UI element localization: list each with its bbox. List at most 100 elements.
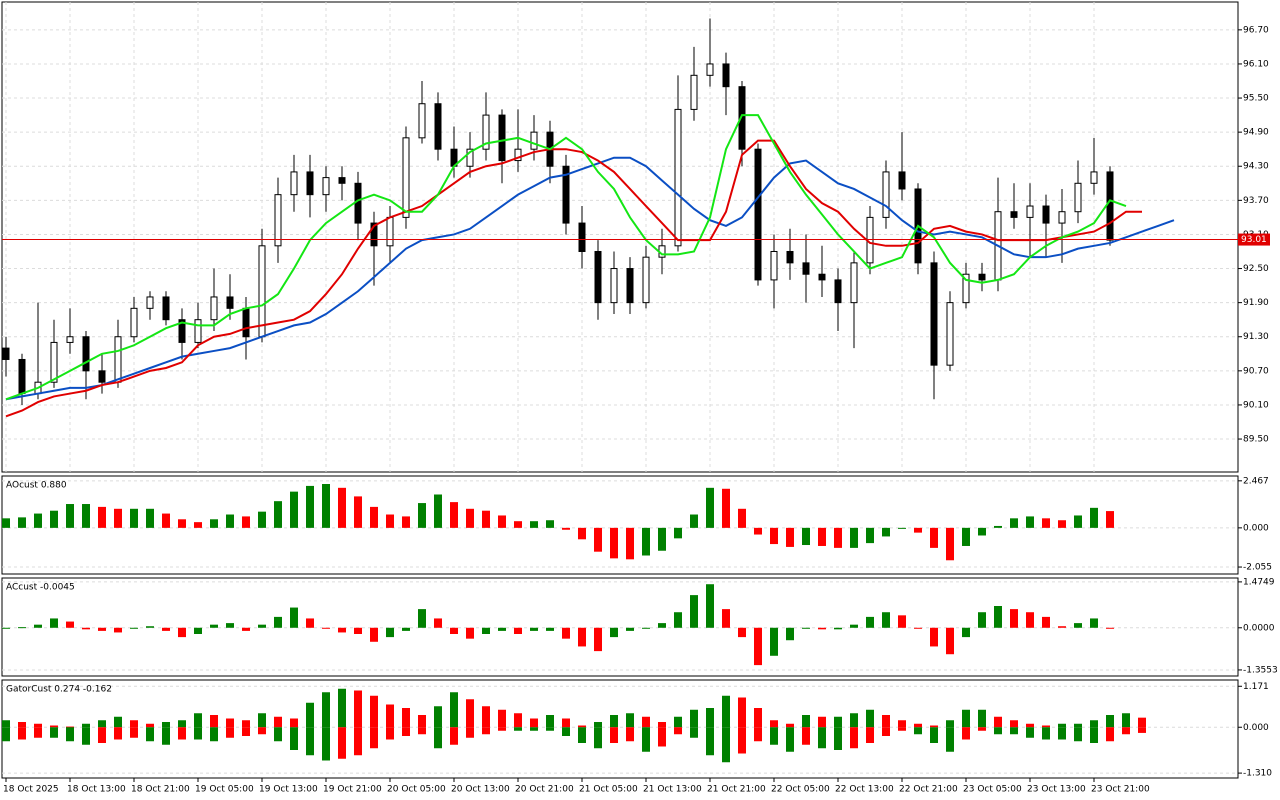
y-tick-label: 94.30: [1243, 162, 1269, 172]
histogram-bar: [1058, 727, 1066, 740]
histogram-bar: [578, 527, 586, 540]
histogram-bar: [322, 484, 330, 528]
histogram-bar: [674, 612, 682, 628]
candle-body: [1090, 171, 1098, 184]
y-tick-label: 90.70: [1243, 366, 1269, 376]
histogram-bar: [1090, 727, 1098, 743]
candle-body: [306, 171, 314, 196]
histogram-bar: [18, 517, 26, 528]
candle-body: [98, 370, 106, 383]
histogram-bar: [562, 718, 570, 728]
histogram-bar: [754, 527, 762, 535]
histogram-bar: [306, 485, 314, 528]
histogram-bar: [626, 727, 634, 742]
histogram-bar: [1058, 520, 1066, 528]
x-tick-label: 19 Oct 21:00: [323, 785, 382, 795]
histogram-bar: [162, 722, 170, 728]
histogram-bar: [818, 716, 826, 728]
x-tick-label: 19 Oct 05:00: [195, 785, 254, 795]
histogram-bar: [850, 624, 858, 628]
histogram-bar: [1106, 715, 1114, 728]
histogram-bar: [898, 720, 906, 728]
y-tick-label: 96.10: [1243, 59, 1269, 69]
histogram-bar: [146, 508, 154, 528]
histogram-bar: [834, 527, 842, 548]
histogram-bar: [1074, 623, 1082, 628]
panel-frame: [1, 577, 1239, 677]
histogram-bar: [1042, 725, 1050, 728]
y-tick-label: 92.50: [1243, 264, 1269, 274]
candle-body: [1026, 205, 1034, 218]
candle-body: [322, 177, 330, 196]
histogram-bar: [82, 627, 90, 630]
histogram-bar: [738, 627, 746, 638]
histogram-bar: [898, 527, 906, 529]
histogram-bar: [770, 727, 778, 745]
histogram-bar: [402, 727, 410, 736]
histogram-bar: [1138, 727, 1146, 733]
histogram-bar: [18, 627, 26, 629]
histogram-bar: [34, 723, 42, 728]
histogram-bar: [466, 627, 474, 639]
histogram-bar: [962, 727, 970, 740]
histogram-bar: [338, 627, 346, 633]
histogram-bar: [450, 627, 458, 634]
histogram-bar: [418, 503, 426, 528]
candle-body: [2, 347, 10, 360]
histogram-bar: [1026, 612, 1034, 628]
histogram-bar: [322, 627, 330, 629]
candle-body: [114, 336, 122, 383]
histogram-bar: [1122, 727, 1130, 735]
histogram-bar: [1026, 723, 1034, 728]
candle-body: [338, 177, 346, 184]
histogram-bar: [1042, 616, 1050, 628]
y-tick-label: -1.3553: [1243, 665, 1278, 675]
indicator-title: AOcust 0.880: [6, 481, 67, 491]
histogram-bar: [754, 708, 762, 728]
candle-body: [530, 131, 538, 150]
histogram-bar: [482, 510, 490, 528]
histogram-bar: [722, 727, 730, 763]
histogram-bar: [802, 527, 810, 546]
histogram-bar: [610, 627, 618, 638]
y-tick-label: 94.90: [1243, 128, 1269, 138]
candle-body: [18, 358, 26, 395]
histogram-bar: [370, 506, 378, 528]
candle-body: [898, 171, 906, 190]
histogram-bar: [1010, 727, 1018, 735]
histogram-bar: [338, 727, 346, 759]
histogram-bar: [1074, 727, 1082, 742]
histogram-bar: [1010, 518, 1018, 528]
histogram-bar: [1058, 626, 1066, 628]
histogram-bar: [946, 727, 954, 752]
histogram-bar: [114, 716, 122, 728]
histogram-bar: [546, 627, 554, 631]
panel-frame: [1, 1, 1239, 473]
histogram-bar: [242, 727, 250, 736]
histogram-bar: [98, 720, 106, 728]
histogram-bar: [178, 627, 186, 638]
candle-body: [498, 114, 506, 162]
histogram-bar: [930, 727, 938, 743]
histogram-bar: [162, 727, 170, 745]
candle-body: [786, 250, 794, 264]
candle-body: [82, 336, 90, 372]
x-tick-label: 18 Oct 13:00: [67, 785, 126, 795]
histogram-bar: [1010, 609, 1018, 628]
histogram-bar: [546, 715, 554, 728]
histogram-bar: [834, 716, 842, 728]
x-tick-label: 22 Oct 13:00: [835, 785, 894, 795]
candle-body: [834, 279, 842, 304]
histogram-bar: [770, 527, 778, 545]
histogram-bar: [258, 511, 266, 528]
histogram-bar: [194, 713, 202, 728]
x-tick-label: 19 Oct 13:00: [259, 785, 318, 795]
x-tick-label: 21 Oct 21:00: [707, 785, 766, 795]
y-tick-label: 2.467: [1243, 476, 1269, 486]
histogram-bar: [1026, 516, 1034, 528]
histogram-bar: [642, 716, 650, 728]
candle-body: [1106, 171, 1114, 241]
histogram-bar: [578, 725, 586, 728]
histogram-bar: [434, 618, 442, 628]
histogram-bar: [210, 727, 218, 742]
